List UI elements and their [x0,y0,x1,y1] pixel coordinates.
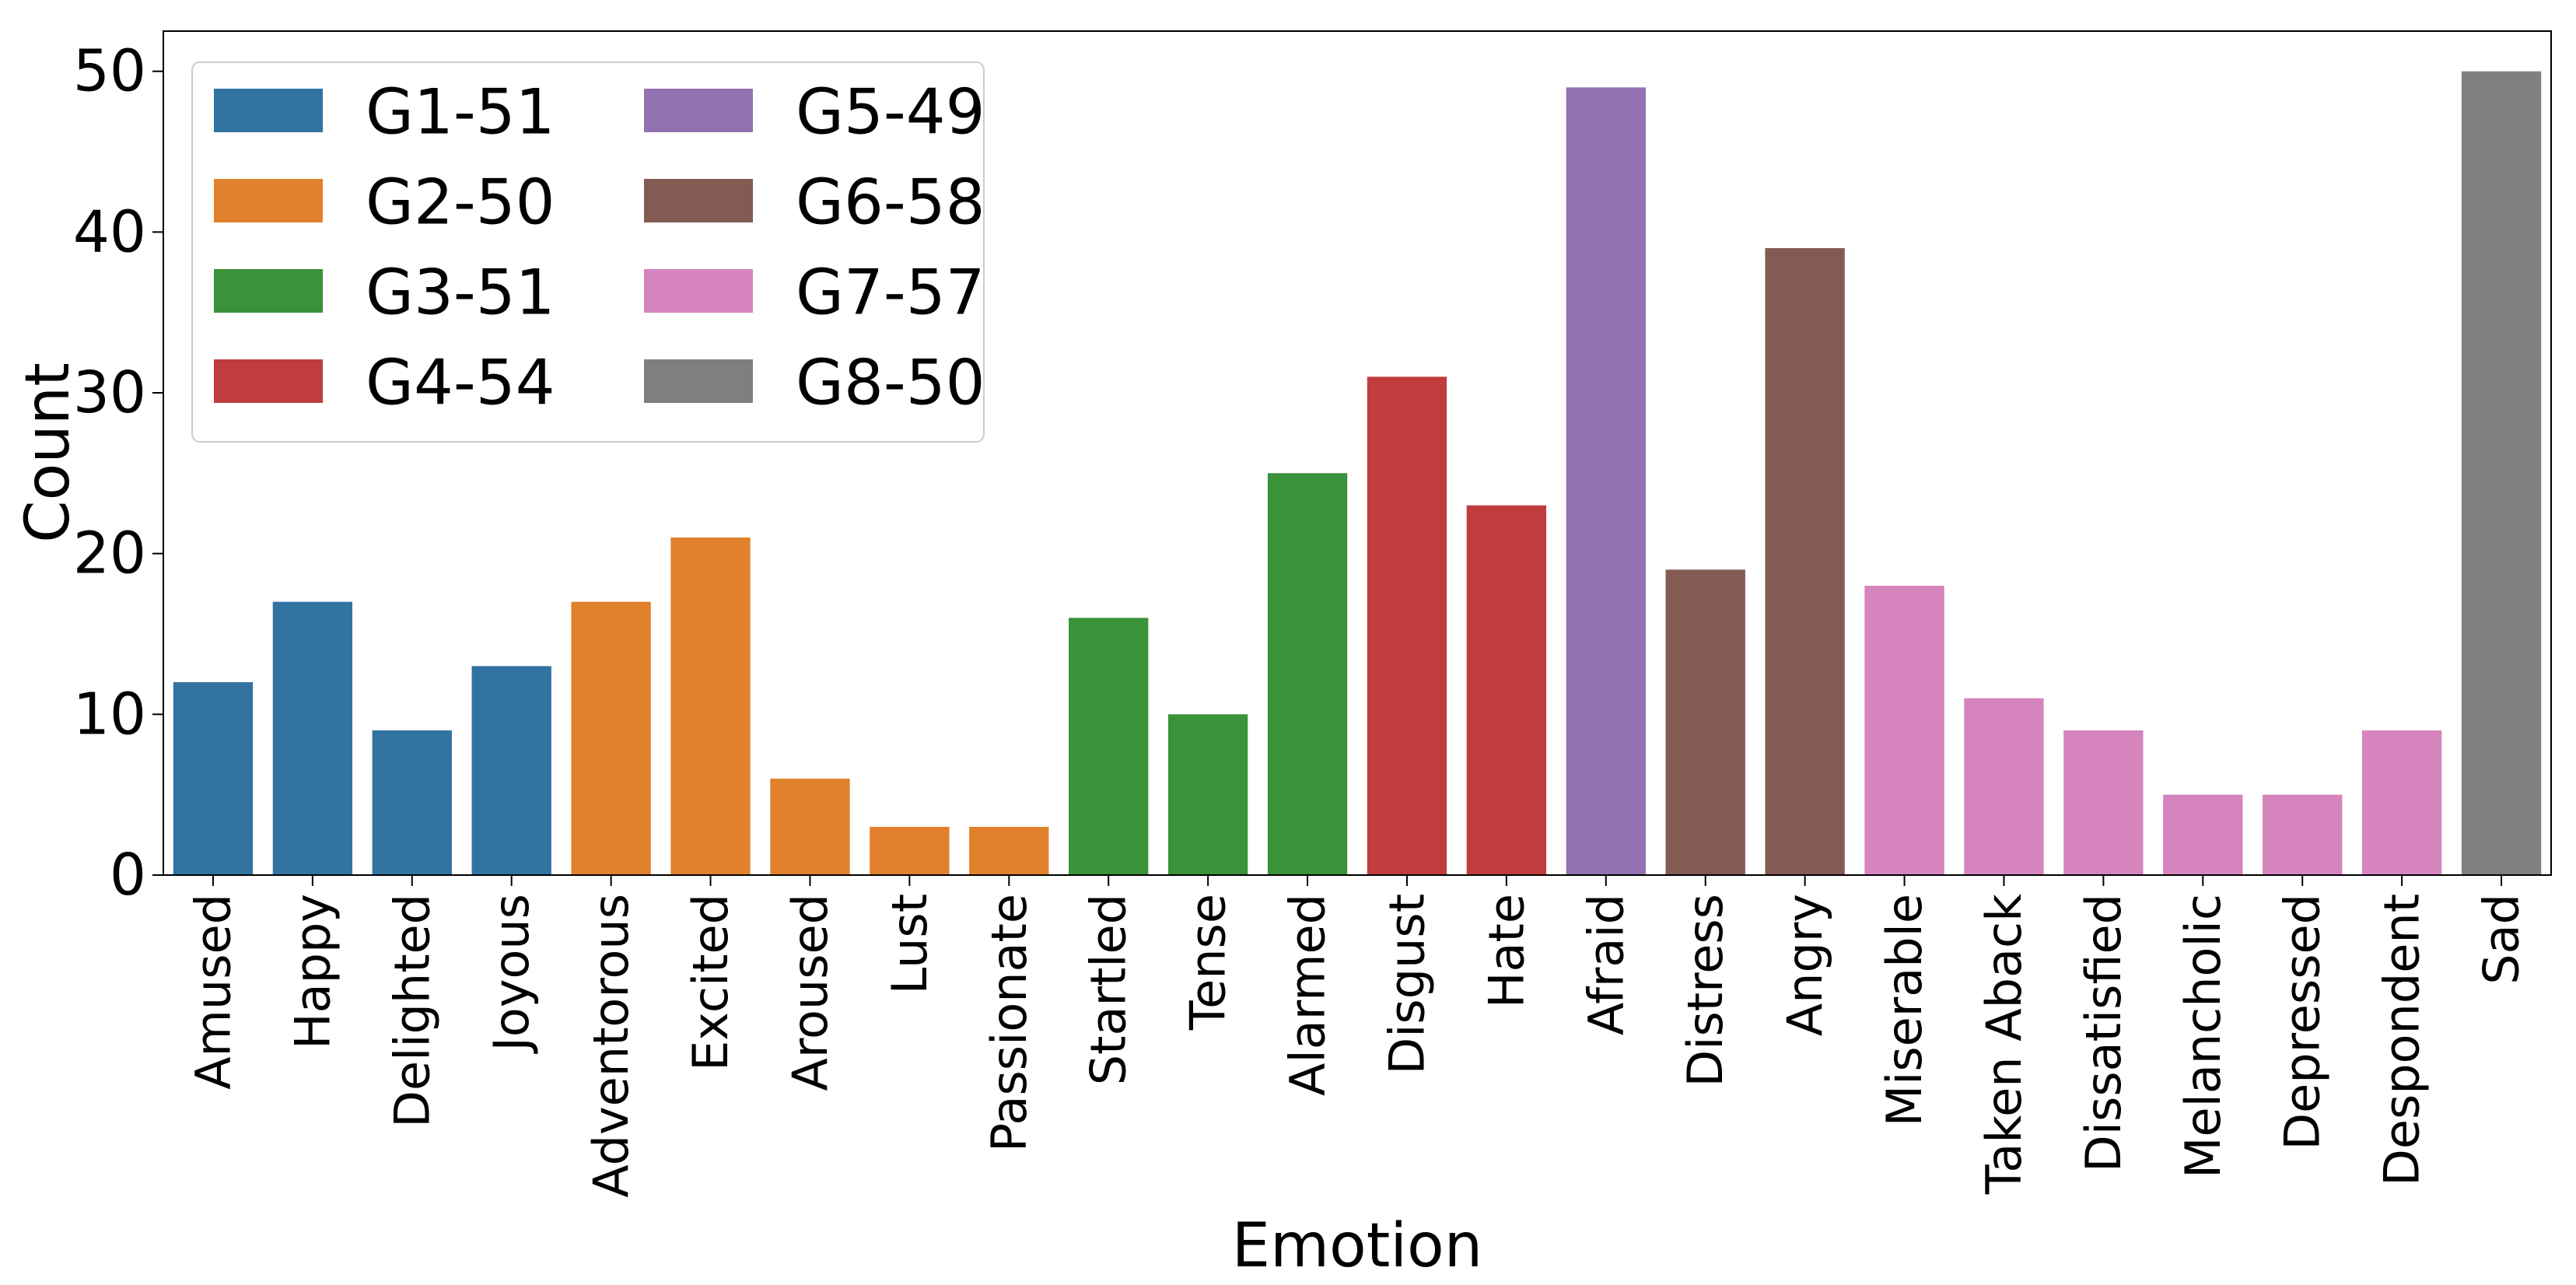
y-tick-label: 10 [73,681,146,748]
bar-happy [272,601,353,875]
bar-angry [1765,248,1845,875]
x-tick-label: Angry [1776,894,1833,1036]
bar-tense [1167,714,1248,875]
bar-dissatisfied [2063,730,2144,875]
legend-swatch [214,359,323,403]
bar-aroused [770,779,850,875]
y-tick-label: 20 [73,520,146,587]
bar-delighted [372,730,452,875]
x-tick-label: Afraid [1577,894,1634,1035]
x-axis-title: Emotion [1232,1211,1482,1281]
y-tick-label: 40 [73,198,146,265]
bar-sad [2461,71,2542,875]
x-tick-label: Taken Aback [1976,894,2032,1195]
x-tick-label: Amused [184,894,241,1090]
legend-label: G5-49 [796,76,985,149]
legend-label: G6-58 [796,166,985,239]
x-tick-label: Tense [1180,894,1237,1031]
x-tick-label: Sad [2473,894,2530,985]
x-tick-label: Startled [1080,894,1137,1085]
bar-adventorous [571,601,651,875]
bar-startled [1069,618,1149,875]
bar-excited [670,537,751,875]
x-tick-label: Hate [1478,894,1535,1008]
bar-depressed [2263,794,2343,875]
legend-frame [191,61,985,443]
legend-label: G1-51 [366,76,555,149]
x-tick-label: Miserable [1876,894,1933,1126]
legend-swatch [644,269,753,313]
legend-label: G7-57 [796,257,985,329]
y-tick-label: 50 [73,38,146,105]
legend-label: G8-50 [796,347,985,419]
x-tick-label: Alarmed [1279,894,1336,1096]
x-tick-label: Distress [1677,894,1734,1087]
x-tick-label: Depressed [2274,894,2331,1150]
y-tick-label: 0 [110,842,146,909]
bar-passionate [969,827,1049,875]
bar-melancholic [2163,794,2243,875]
x-tick-label: Passionate [981,894,1038,1152]
legend-swatch [214,89,323,132]
bar-afraid [1566,87,1646,875]
legend-swatch [214,269,323,313]
x-tick-label: Lust [881,894,938,994]
y-axis-title: Count [13,362,83,543]
bar-disgust [1367,376,1447,876]
bar-distress [1665,569,1745,875]
legend-swatch [644,89,753,132]
bar-amused [173,682,254,875]
legend-label: G4-54 [366,347,555,419]
bars-layer [173,71,2542,876]
x-tick-label: Adventorous [583,894,639,1198]
plot-frame [163,30,2552,876]
bar-taken-aback [1964,698,2044,875]
x-tick-label: Delighted [383,894,440,1128]
y-axis: 0 10 20 30 40 50 [73,38,163,909]
bar-joyous [471,666,551,875]
bar-hate [1466,505,1547,875]
x-tick-label: Joyous [483,894,540,1054]
x-tick-label: Excited [682,894,739,1071]
x-tick-label: Happy [284,894,341,1049]
legend-swatch [644,359,753,403]
legend-swatch [214,179,323,222]
legend-swatch [644,179,753,222]
bar-alarmed [1267,473,1348,875]
x-tick-label: Disgust [1378,894,1435,1075]
bar-lust [870,827,950,875]
x-tick-label: Melancholic [2175,894,2231,1178]
legend-label: G2-50 [366,166,555,239]
y-tick-label: 30 [73,359,146,426]
x-axis: Amused Happy Delighted Joyous Adventorous Exc… [184,875,2530,1198]
bar-despondent [2361,730,2442,875]
legend-label: G3-51 [366,257,555,329]
x-tick-label: Aroused [782,894,838,1091]
x-tick-label: Dissatisfied [2075,894,2132,1172]
x-tick-label: Despondent [2374,894,2431,1186]
legend: G1-51 G2-50 G3-51 G4-54 G5-49 G6-58 G7-57 G8-50 [191,61,985,443]
bar-miserable [1864,586,1944,875]
